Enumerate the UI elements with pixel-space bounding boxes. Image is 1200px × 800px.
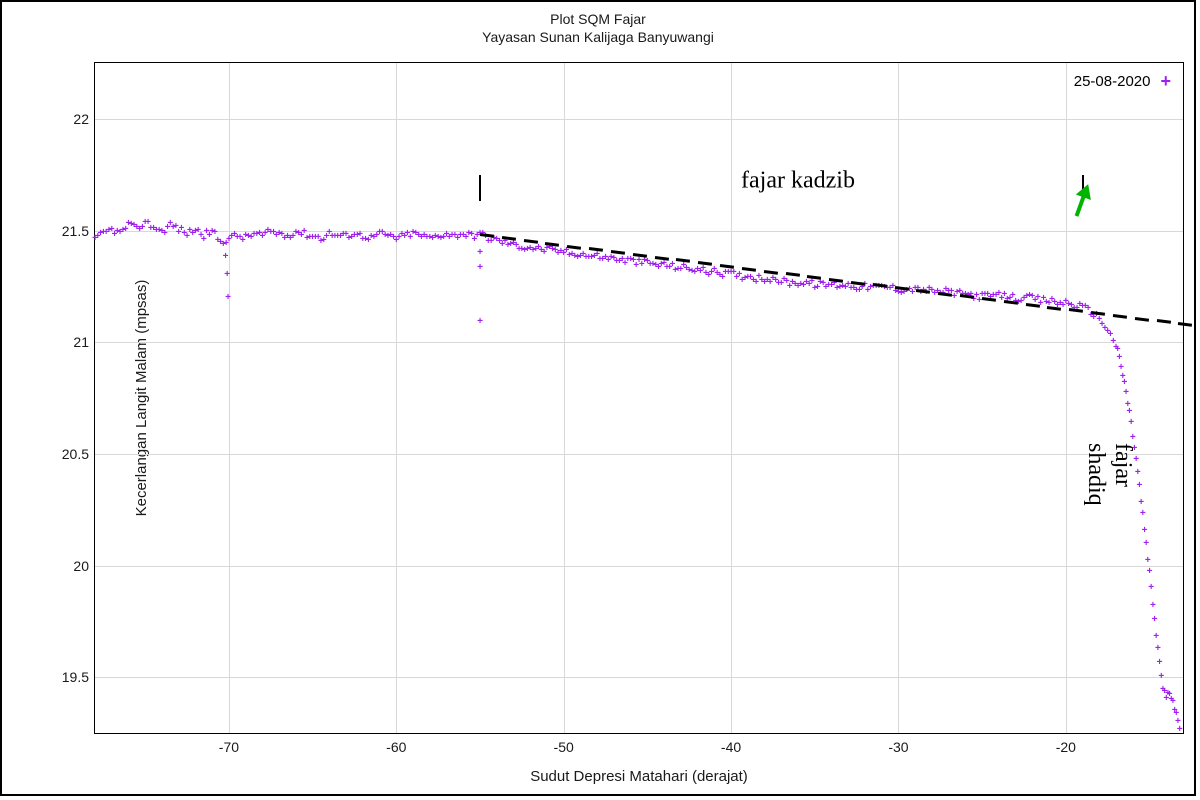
gridline-h xyxy=(95,566,1183,567)
data-point: + xyxy=(1140,509,1146,519)
y-tick-label: 20.5 xyxy=(55,446,89,462)
chart-title: Plot SQM Fajar Yayasan Sunan Kalijaga Ba… xyxy=(2,2,1194,46)
y-tick-label: 19.5 xyxy=(55,669,89,685)
gridline-v xyxy=(564,63,565,733)
x-tick-label: -40 xyxy=(721,739,741,755)
data-point: + xyxy=(477,248,483,258)
title-line2: Yayasan Sunan Kalijaga Banyuwangi xyxy=(2,28,1194,46)
data-point: + xyxy=(1152,615,1158,625)
data-point: + xyxy=(225,293,231,303)
arrow-icon xyxy=(1060,179,1104,223)
trend-dash xyxy=(1113,314,1127,319)
plot-area: 25-08-2020 + Sudut Depresi Matahari (der… xyxy=(94,62,1184,734)
legend-marker-icon: + xyxy=(1160,71,1171,92)
data-point: + xyxy=(1138,498,1144,508)
trend-dash xyxy=(1178,322,1192,327)
y-tick-label: 20 xyxy=(55,558,89,574)
trend-dash xyxy=(1135,317,1149,322)
x-tick-label: -20 xyxy=(1056,739,1076,755)
chart-frame: Plot SQM Fajar Yayasan Sunan Kalijaga Ba… xyxy=(0,0,1196,796)
data-point: + xyxy=(1123,388,1129,398)
annotation-text: fajar kadzib xyxy=(741,168,855,195)
trend-dash xyxy=(1025,303,1039,308)
data-point: + xyxy=(1143,539,1149,549)
gridline-h xyxy=(95,342,1183,343)
y-tick-label: 22 xyxy=(55,111,89,127)
x-axis-label: Sudut Depresi Matahari (derajat) xyxy=(530,768,748,785)
data-point: + xyxy=(1150,601,1156,611)
y-tick-label: 21.5 xyxy=(55,223,89,239)
data-point: + xyxy=(1128,418,1134,428)
data-point: + xyxy=(1148,583,1154,593)
gridline-v xyxy=(396,63,397,733)
gridline-h xyxy=(95,677,1183,678)
data-point: + xyxy=(1158,672,1164,682)
annotation-text: fajar shadiq xyxy=(1082,443,1136,506)
data-point: + xyxy=(1142,526,1148,536)
data-point: + xyxy=(1147,567,1153,577)
data-point: + xyxy=(477,317,483,327)
trend-dash xyxy=(764,270,778,275)
data-point: + xyxy=(1157,658,1163,668)
gridline-v xyxy=(1066,63,1067,733)
gridline-h xyxy=(95,119,1183,120)
data-point: + xyxy=(1127,407,1133,417)
x-tick-label: -30 xyxy=(888,739,908,755)
legend-label: 25-08-2020 xyxy=(1074,73,1151,90)
x-tick-label: -50 xyxy=(554,739,574,755)
trend-dash xyxy=(742,267,756,272)
gridline-v xyxy=(229,63,230,733)
legend: 25-08-2020 + xyxy=(1074,71,1171,92)
data-point: + xyxy=(224,270,230,280)
annotation-bar xyxy=(479,175,481,201)
trend-dash xyxy=(1156,319,1170,324)
gridline-v xyxy=(898,63,899,733)
data-point: + xyxy=(1177,725,1183,735)
gridline-h xyxy=(95,454,1183,455)
data-point: + xyxy=(223,252,229,262)
data-point: + xyxy=(1137,481,1143,491)
data-point: + xyxy=(1155,644,1161,654)
data-point: + xyxy=(1130,433,1136,443)
data-point: + xyxy=(1153,632,1159,642)
gridline-v xyxy=(731,63,732,733)
data-point: + xyxy=(477,263,483,273)
x-tick-label: -60 xyxy=(386,739,406,755)
x-tick-label: -70 xyxy=(219,739,239,755)
title-line1: Plot SQM Fajar xyxy=(2,10,1194,28)
y-tick-label: 21 xyxy=(55,334,89,350)
y-axis-label: Kecerlangan Langit Malam (mpsas) xyxy=(133,280,150,517)
